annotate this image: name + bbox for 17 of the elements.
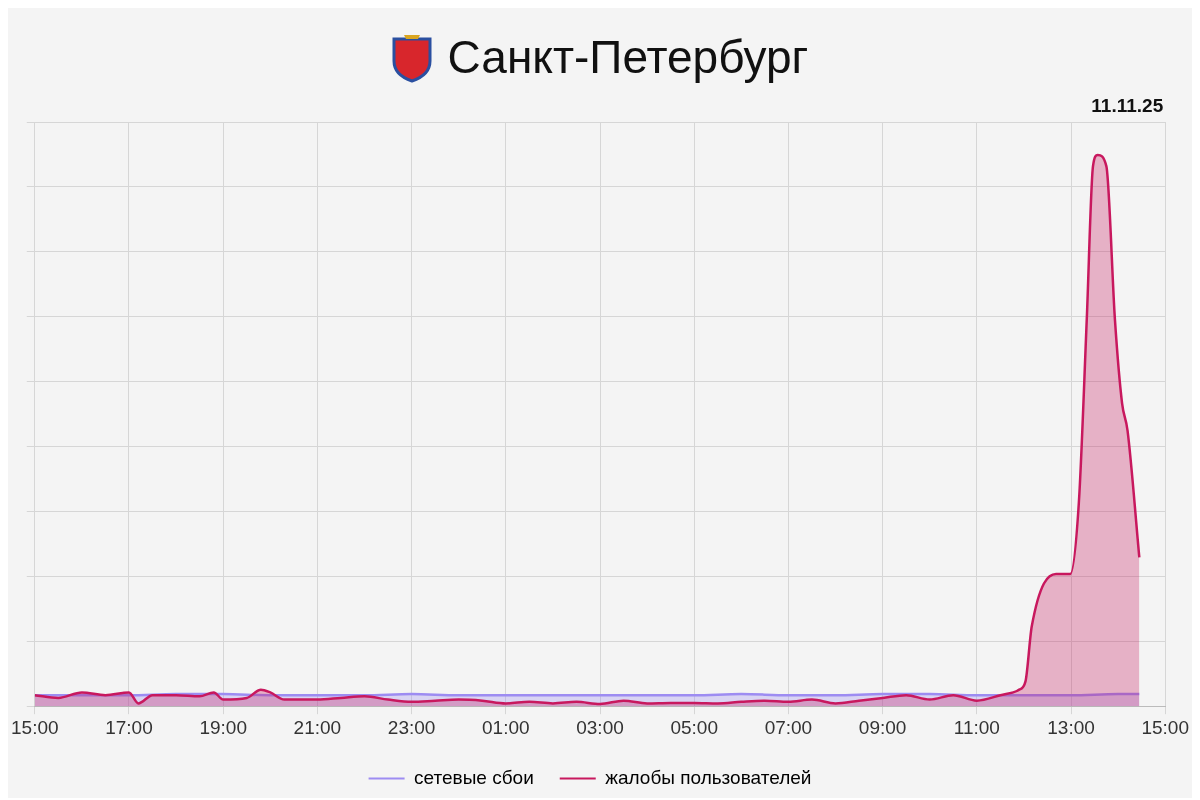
x-tick-label: 01:00 (482, 716, 530, 738)
x-tick-label: 21:00 (293, 716, 342, 738)
x-tick-label: 03:00 (576, 716, 624, 738)
text: 11.11.25 (1091, 94, 1164, 116)
x-tick-label: 07:00 (764, 716, 813, 738)
x-tick-label: 19:00 (199, 716, 247, 738)
x-tick-label: 15:00 (1141, 716, 1189, 738)
chart-title: Санкт-Петербург (447, 30, 809, 84)
x-tick-label: 17:00 (105, 716, 153, 738)
x-tick-label: 13:00 (1047, 716, 1095, 738)
x-tick-label: 15:00 (11, 716, 59, 738)
legend-label: жалобы пользователей (605, 766, 812, 788)
x-tick-label: 09:00 (858, 716, 907, 738)
x-tick-label: 23:00 (387, 716, 436, 738)
x-tick-label: 05:00 (670, 716, 718, 738)
legend-label: сетевые сбои (414, 766, 534, 788)
x-tick-label: 11:00 (953, 716, 1000, 738)
